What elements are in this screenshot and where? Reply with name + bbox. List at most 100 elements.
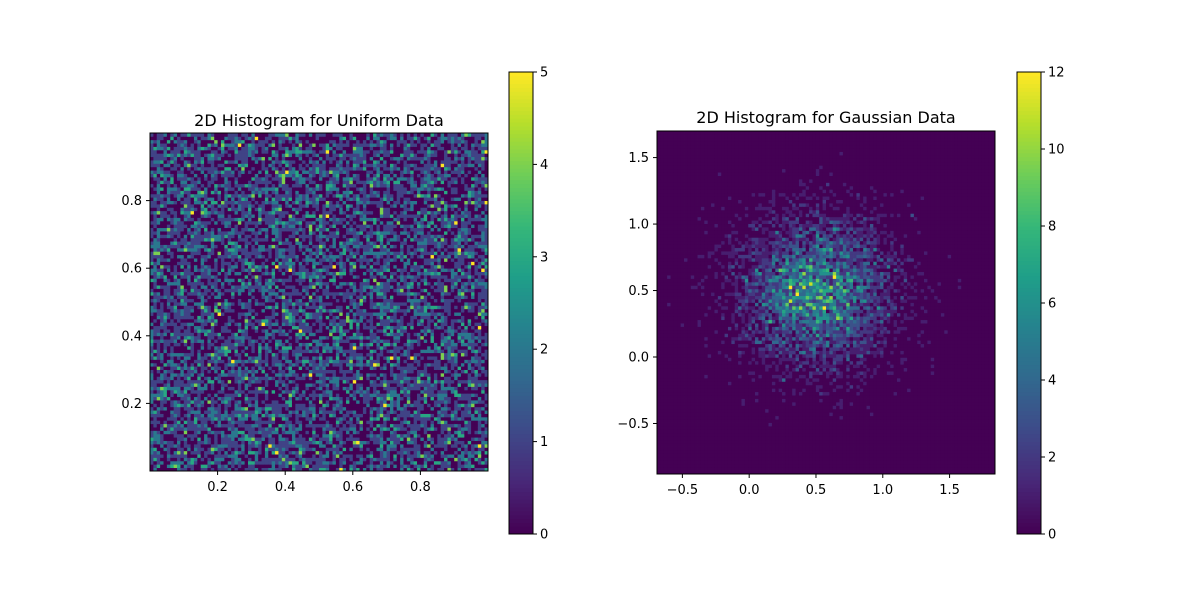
uniform-heatmap-cell (156, 288, 161, 293)
uniform-heatmap-cell (166, 406, 171, 411)
uniform-heatmap-cell (183, 220, 188, 225)
uniform-heatmap-cell (166, 386, 171, 391)
uniform-heatmap-cell (217, 241, 222, 245)
uniform-heatmap-cell (217, 366, 222, 370)
uniform-heatmap-cell (251, 433, 256, 438)
uniform-heatmap-cell (315, 369, 320, 374)
uniform-heatmap-cell (295, 308, 300, 313)
uniform-heatmap-cell (248, 190, 252, 195)
uniform-heatmap-cell (177, 403, 181, 408)
uniform-heatmap-cell (180, 308, 185, 313)
uniform-heatmap-cell (237, 163, 242, 168)
uniform-heatmap-cell (237, 332, 242, 337)
uniform-heatmap-cell (160, 268, 164, 272)
uniform-heatmap-cell (170, 264, 175, 269)
uniform-heatmap-cell (214, 335, 218, 340)
uniform-heatmap-cell (305, 389, 310, 394)
uniform-heatmap-cell (288, 156, 293, 161)
uniform-heatmap-cell (190, 383, 195, 387)
uniform-heatmap-cell (241, 251, 246, 256)
uniform-heatmap-cell (251, 258, 256, 262)
uniform-heatmap-cell (170, 410, 175, 414)
uniform-heatmap-cell (193, 447, 198, 452)
uniform-heatmap-cell (220, 187, 225, 191)
uniform-heatmap-cell (217, 214, 222, 218)
uniform-heatmap-cell (150, 237, 154, 242)
uniform-heatmap-cell (241, 464, 246, 469)
uniform-heatmap-cell (183, 153, 188, 158)
uniform-heatmap-cell (166, 227, 171, 232)
uniform-heatmap-cell (224, 268, 229, 272)
uniform-heatmap-cell (177, 362, 181, 367)
uniform-heatmap-cell (241, 180, 246, 185)
uniform-heatmap-cell (200, 433, 205, 438)
uniform-heatmap-cell (241, 274, 246, 279)
uniform-heatmap-cell (170, 271, 175, 276)
uniform-heatmap-cell (187, 183, 191, 188)
uniform-heatmap-cell (187, 271, 191, 276)
uniform-heatmap-cell (241, 369, 246, 374)
uniform-heatmap-cell (173, 166, 178, 171)
uniform-heatmap-cell (170, 379, 175, 384)
uniform-heatmap-cell (295, 433, 300, 438)
uniform-heatmap-cell (298, 443, 303, 448)
uniform-heatmap-cell (308, 329, 313, 333)
uniform-heatmap-cell (231, 187, 235, 191)
uniform-heatmap-cell (231, 183, 235, 188)
uniform-heatmap-cell (241, 467, 246, 472)
uniform-heatmap-cell (204, 166, 208, 171)
uniform-heatmap-cell (220, 193, 225, 198)
uniform-heatmap-cell (258, 271, 262, 276)
uniform-heatmap-cell (183, 217, 188, 222)
uniform-heatmap-cell (180, 176, 185, 181)
uniform-heatmap-cell (193, 274, 198, 279)
uniform-heatmap-cell (295, 369, 300, 374)
uniform-heatmap-cell (288, 170, 293, 174)
uniform-heatmap-cell (200, 318, 205, 323)
uniform-heatmap-cell (305, 329, 310, 333)
uniform-heatmap-cell (302, 170, 306, 174)
uniform-heatmap-cell (197, 254, 202, 259)
uniform-heatmap-cell (295, 389, 300, 394)
uniform-heatmap-cell (190, 312, 195, 316)
uniform-heatmap-cell (190, 389, 195, 394)
uniform-heatmap-cell (261, 413, 266, 418)
uniform-heatmap-cell (302, 335, 306, 340)
uniform-heatmap-cell (166, 285, 171, 289)
uniform-heatmap-cell (264, 400, 269, 404)
uniform-heatmap-cell (302, 325, 306, 330)
uniform-heatmap-cell (220, 210, 225, 215)
uniform-heatmap-cell (264, 450, 269, 455)
uniform-heatmap-cell (231, 298, 235, 303)
uniform-heatmap-cell (210, 410, 215, 414)
uniform-heatmap-cell (217, 349, 222, 354)
uniform-heatmap-cell (254, 193, 259, 198)
uniform-heatmap-cell (248, 318, 252, 323)
uniform-heatmap-cell (285, 170, 289, 174)
uniform-heatmap-cell (190, 359, 195, 364)
uniform-heatmap-cell (153, 291, 158, 296)
uniform-heatmap-cell (217, 393, 222, 398)
uniform-heatmap-cell (173, 396, 178, 401)
uniform-heatmap-cell (271, 413, 276, 418)
uniform-heatmap-cell (217, 227, 222, 232)
uniform-heatmap-cell (295, 349, 300, 354)
uniform-heatmap-cell (271, 305, 276, 310)
uniform-heatmap-cell (231, 308, 235, 313)
uniform-heatmap-cell (291, 356, 296, 360)
uniform-heatmap-cell (275, 359, 279, 364)
uniform-heatmap-cell (183, 332, 188, 337)
uniform-heatmap-cell (308, 447, 313, 452)
uniform-heatmap-cell (210, 193, 215, 198)
uniform-heatmap-cell (315, 413, 320, 418)
uniform-heatmap-cell (160, 389, 164, 394)
uniform-heatmap-cell (207, 281, 212, 286)
uniform-heatmap-cell (210, 464, 215, 469)
uniform-heatmap-cell (258, 325, 262, 330)
uniform-heatmap-cell (197, 156, 202, 161)
uniform-heatmap-cell (170, 305, 175, 310)
uniform-heatmap-cell (207, 203, 212, 208)
uniform-heatmap-cell (190, 433, 195, 438)
uniform-heatmap-cell (170, 406, 175, 411)
uniform-heatmap-cell (190, 153, 195, 158)
